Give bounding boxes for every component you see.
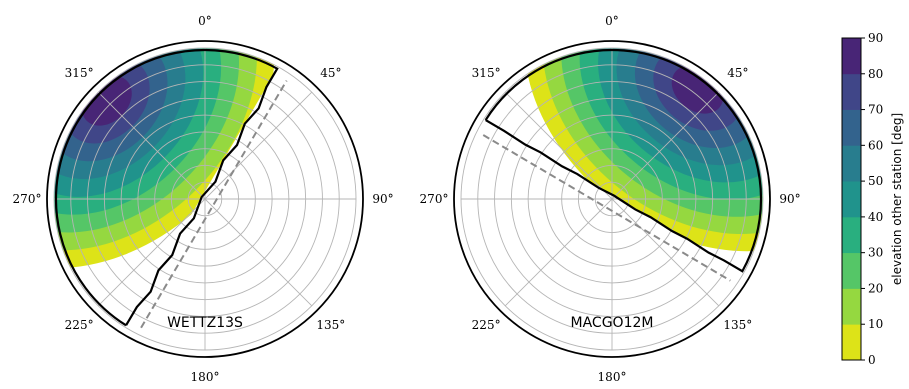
colorbar-tick-label: 20 <box>868 281 883 295</box>
polar-grid-wettz13s <box>53 47 357 351</box>
colorbar-tick-label: 30 <box>868 246 883 260</box>
outer-frame-wettz13s <box>46 40 364 358</box>
angle-label: 225° <box>65 318 94 332</box>
grid-spoke <box>504 91 613 200</box>
grid-spoke <box>504 198 613 307</box>
projected-horizon-wettz13s <box>140 80 288 329</box>
angle-label: 180° <box>598 370 627 384</box>
angle-label: 135° <box>316 318 345 332</box>
angle-label: 315° <box>65 66 94 80</box>
colorbar-segments <box>842 38 861 361</box>
angle-label: 315° <box>472 66 501 80</box>
colorbar-segment <box>842 145 861 182</box>
angle-label: 225° <box>472 318 501 332</box>
angle-label: 180° <box>191 370 220 384</box>
colorbar-tick-label: 0 <box>868 353 876 367</box>
colorbar-tick-label: 60 <box>868 138 883 152</box>
colorbar-tick-label: 40 <box>868 210 883 224</box>
colorbar-segment <box>842 288 861 325</box>
angle-label: 135° <box>723 318 752 332</box>
station-label-macgo12m: MACGO12M <box>571 315 654 331</box>
polar-chart-wettz13s: 0° 45° 90° 135° 180° 225° 270° 315° WETTZ13S <box>13 14 394 384</box>
polar-chart-macgo12m: 0° 45° 90° 135° 180° 225° 270° 315° MACGO12M <box>420 14 801 384</box>
angle-label: 270° <box>13 192 42 206</box>
angle-label: 0° <box>198 14 212 28</box>
grid-spoke <box>204 91 313 200</box>
angle-labels-macgo12m: 0° 45° 90° 135° 180° 225° 270° 315° <box>420 14 801 384</box>
colorbar-segment <box>842 324 861 361</box>
colorbar-tick-label: 80 <box>868 67 883 81</box>
angle-label: 45° <box>320 66 341 80</box>
colorbar-ticks: 0 10 20 30 40 50 60 70 80 90 <box>861 31 883 367</box>
colorbar-tick-label: 70 <box>868 103 883 117</box>
colorbar-label: elevation other station [deg] <box>890 113 904 285</box>
angle-label: 45° <box>727 66 748 80</box>
grid-spoke <box>97 91 206 200</box>
grid-spoke <box>611 91 720 200</box>
angle-labels-wettz13s: 0° 45° 90° 135° 180° 225° 270° 315° <box>13 14 394 384</box>
colorbar-segment <box>842 73 861 110</box>
angle-label: 90° <box>372 192 393 206</box>
grid-spoke <box>611 198 720 307</box>
colorbar-segment <box>842 216 861 254</box>
outer-frame-macgo12m <box>453 40 771 358</box>
angle-label: 270° <box>420 192 449 206</box>
projected-horizon-macgo12m <box>482 134 731 282</box>
colorbar: 0 10 20 30 40 50 60 70 80 90 elevation other stat… <box>841 31 904 367</box>
colorbar-tick-label: 50 <box>868 174 883 188</box>
colorbar-segment <box>842 181 861 218</box>
polar-grid-macgo12m <box>460 47 764 351</box>
horizon-outline-wettz13s <box>54 48 279 327</box>
colorbar-segment <box>842 109 861 146</box>
colorbar-frame <box>841 37 862 361</box>
angle-label: 90° <box>779 192 800 206</box>
grid-spoke <box>204 198 313 307</box>
colorbar-segment <box>842 38 861 75</box>
station-label-wettz13s: WETTZ13S <box>167 315 243 331</box>
colorbar-tick-label: 10 <box>868 317 883 331</box>
colorbar-tick-label: 90 <box>868 31 883 45</box>
horizon-outline-macgo12m <box>484 48 763 273</box>
angle-label: 0° <box>605 14 619 28</box>
grid-spoke <box>97 198 206 307</box>
colorbar-segment <box>842 252 861 289</box>
